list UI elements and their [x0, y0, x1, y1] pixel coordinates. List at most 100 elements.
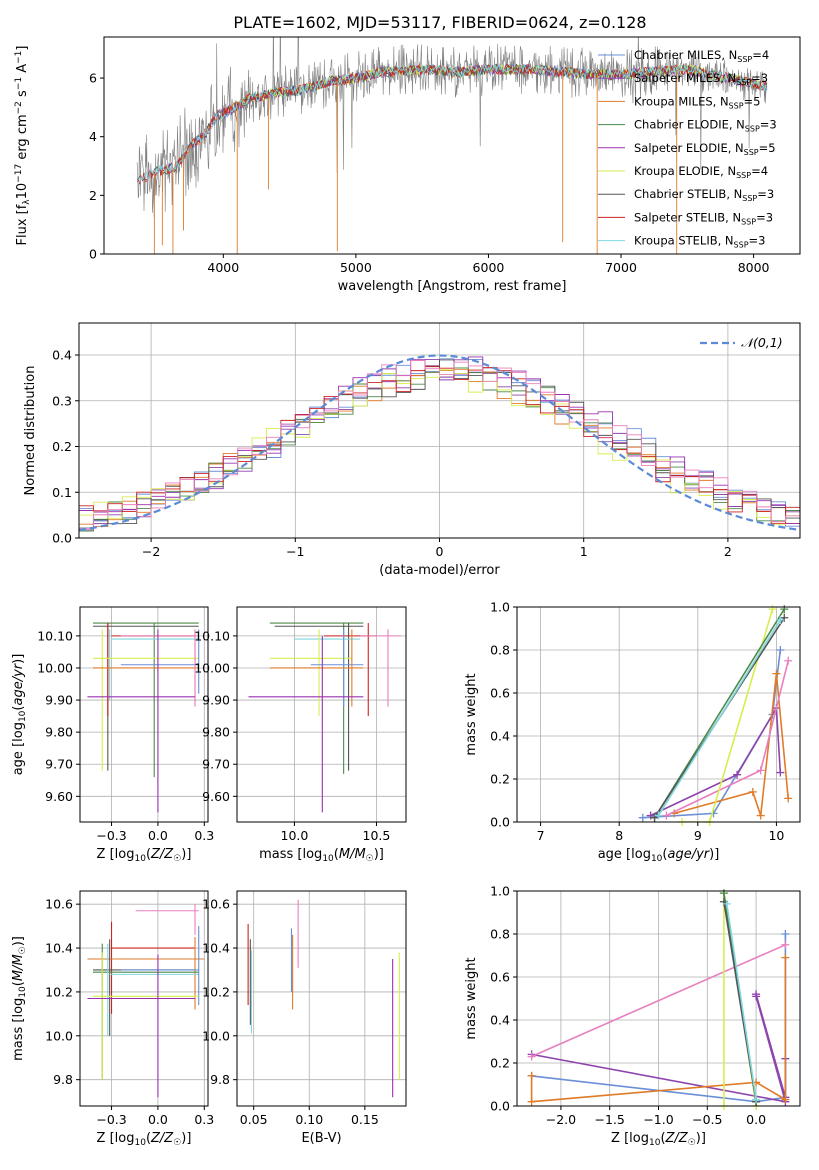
- weight-point: [768, 605, 777, 614]
- weight-point: [784, 794, 793, 803]
- weight-line-kroupa-stelib: [726, 903, 757, 1100]
- weight-point: [527, 1052, 536, 1061]
- legend-suffix: =3: [751, 71, 768, 85]
- panels: 4000 5000 6000 7000 8000 0 2 4 6 wavelength [Angs…: [11, 36, 801, 1148]
- weight-point: [772, 669, 781, 678]
- legend-suffix: =5: [744, 94, 761, 108]
- mass_vs_ebv-ytick-label: 10.6: [202, 897, 230, 912]
- xlabel-part: Z/Z: [150, 847, 174, 862]
- ylabel-part: −1: [14, 77, 24, 90]
- plot-frame: [236, 606, 407, 823]
- xlabel-part: (: [662, 847, 667, 862]
- ylabel-part: M/M: [11, 954, 26, 981]
- ylabel-part: λ: [22, 199, 32, 205]
- legend-entry: Kroupa STELIB, NSSP=3: [634, 234, 765, 250]
- weight-point: [756, 766, 765, 775]
- xlabel-part: ☉: [366, 854, 374, 864]
- histogram-pink: [79, 360, 800, 529]
- residuals-panel: −2 −1 0 1 2 0.0 0.1 0.2 0.3 0.4 (data-model)/error…: [23, 322, 801, 578]
- xlabel-part: (: [660, 1131, 665, 1146]
- legend-entry: Chabrier ELODIE, NSSP=3: [634, 118, 777, 134]
- xlabel-part: ☉: [688, 1138, 696, 1148]
- weight-point: [719, 889, 728, 898]
- age_vs_Z-ytick-label: 10.10: [37, 628, 73, 643]
- legend-sub: SSP: [734, 241, 749, 250]
- spectrum-ytick-label: 4: [89, 129, 97, 144]
- age_vs_mass-ytick-label: 10.10: [194, 628, 230, 643]
- weight-line-kroupa-elodie: [682, 608, 774, 822]
- legend-suffix: =4: [752, 48, 769, 62]
- age_vs_mass-panel: 10.0 10.5 9.60 9.70 9.80 9.90 10.00 10.10 mass […: [194, 606, 407, 864]
- mass_vs_ebv-ytick-label: 10.0: [202, 1028, 230, 1043]
- ylabel-part: −2: [14, 101, 24, 114]
- age_vs_Z-ylabel: age [log10(age/yr)]: [11, 654, 28, 776]
- ylabel-part: )]: [11, 936, 26, 946]
- xlabel-part: )]: [374, 847, 384, 862]
- weight_vs_age-ytick-label: 0.8: [490, 643, 510, 658]
- xlabel-part: age [log: [598, 847, 651, 862]
- legend-sub: SSP: [745, 125, 760, 134]
- xlabel-part: Z/Z: [665, 1131, 689, 1146]
- weight-point: [780, 605, 789, 614]
- age_vs_Z-xtick-label: −0.3: [96, 828, 126, 843]
- legend-sub: SSP: [736, 171, 751, 180]
- weight-point: [654, 811, 663, 820]
- legend-suffix: =4: [751, 164, 768, 178]
- weight-point: [638, 813, 647, 822]
- ylabel-part: ☉: [18, 946, 28, 954]
- weight-point: [776, 646, 785, 654]
- xlabel-part: 10: [322, 854, 334, 864]
- spectrum-panel: 4000 5000 6000 7000 8000 0 2 4 6 wavelength [Angs…: [14, 36, 801, 294]
- xlabel-part: Z [log: [611, 1131, 649, 1146]
- spectrum-xtick-label: 8000: [738, 260, 770, 275]
- plot-frame: [236, 890, 407, 1107]
- xlabel-part: age/yr: [667, 847, 710, 862]
- ylabel-part: −17: [14, 164, 24, 183]
- weight_vs_Z-xtick-label: −2.0: [546, 1112, 576, 1127]
- age_vs_Z-ytick-label: 9.70: [45, 757, 73, 772]
- spectrum-xtick-label: 7000: [605, 260, 637, 275]
- normal-distribution-curve: [79, 354, 800, 532]
- age_vs_mass-ytick-label: 9.80: [202, 725, 230, 740]
- plot-frame: [516, 606, 801, 823]
- age_vs_mass-ytick-label: 9.90: [202, 693, 230, 708]
- mass_vs_Z-xlabel: Z [log10(Z/Z☉)]: [97, 1131, 192, 1148]
- age_vs_Z-panel: −0.3 0.0 0.3 9.60 9.70 9.80 9.90 10.00 10.10 Z [l…: [11, 606, 214, 864]
- weight_vs_Z-ytick-label: 0.2: [490, 1056, 510, 1071]
- weight_vs_Z-ytick-label: 0.4: [490, 1013, 510, 1028]
- legend-suffix: =5: [759, 141, 776, 155]
- weight_vs_age-ytick-label: 1.0: [490, 600, 510, 615]
- plot-frame: [516, 890, 801, 1107]
- observed-spectrum-line: [136, 37, 767, 218]
- legend-sub: SSP: [741, 217, 756, 226]
- age_vs_Z-xtick-label: 0.0: [148, 828, 168, 843]
- weight-point: [733, 770, 742, 779]
- residuals-ytick-label: 0.2: [52, 439, 72, 454]
- age_vs_Z-ytick-label: 10.00: [37, 660, 73, 675]
- ylabel-part: 10: [15, 183, 30, 200]
- mass_vs_Z-panel: −0.3 0.0 0.39.810.010.210.410.6Z [log10(Z/…: [11, 890, 214, 1148]
- xlabel-part: E(B-V): [301, 1131, 341, 1146]
- legend-label: Chabrier STELIB, N: [634, 187, 742, 201]
- age_vs_Z-ytick-label: 9.90: [45, 693, 73, 708]
- legend-entry: Kroupa MILES, NSSP=5: [634, 94, 760, 110]
- ylabel-part: −1: [14, 51, 24, 64]
- mass_vs_ebv-ytick-label: 9.8: [210, 1072, 230, 1087]
- ylabel-part: Normed distribution: [23, 366, 38, 496]
- weight-point: [662, 811, 671, 820]
- residuals-ytick-label: 0.0: [52, 531, 72, 546]
- spectrum-ytick-label: 0: [89, 247, 97, 262]
- legend-label: Salpeter ELODIE, N: [634, 141, 744, 155]
- spectrum-ytick-label: 6: [89, 71, 97, 86]
- ylabel-part: mass weight: [464, 673, 479, 755]
- mass_vs_ebv-xlabel: E(B-V): [301, 1131, 341, 1146]
- xlabel-part: 10: [651, 854, 663, 864]
- xlabel-part: )]: [181, 847, 191, 862]
- weight_vs_Z-ytick-label: 1.0: [490, 884, 510, 899]
- mass_vs_Z-ytick-label: 10.0: [45, 1028, 73, 1043]
- mass_vs_ebv-panel: 0.05 0.10 0.15 9.8 10.0 10.2 10.4 10.6 E(B-V): [202, 890, 407, 1146]
- xlabel-part: Z [log: [97, 1131, 135, 1146]
- weight-point: [527, 1071, 536, 1080]
- ylabel-part: s: [15, 90, 30, 101]
